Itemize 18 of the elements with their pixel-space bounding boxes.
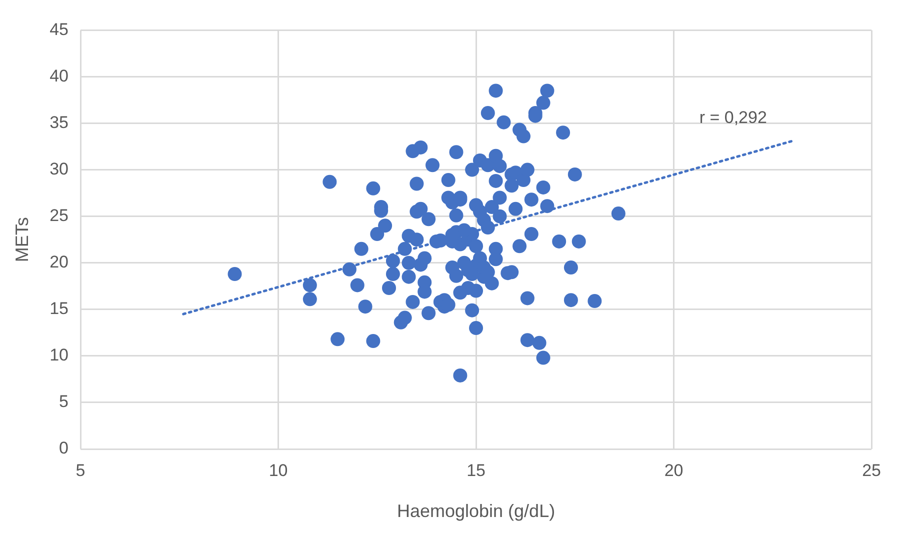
y-tick-label: 40 xyxy=(50,66,69,86)
y-axis-title: METs xyxy=(12,217,32,262)
y-tick-label: 45 xyxy=(50,20,69,39)
y-tick-label: 0 xyxy=(59,438,69,458)
x-tick-label: 5 xyxy=(76,460,86,480)
y-tick-label: 5 xyxy=(59,392,69,412)
x-axis-title: Haemoglobin (g/dL) xyxy=(396,501,556,522)
y-tick-label: 10 xyxy=(50,346,69,365)
y-tick-label: 25 xyxy=(50,206,69,226)
x-tick-label: 10 xyxy=(268,460,288,480)
x-tick-label: 25 xyxy=(862,460,882,480)
y-tick-label: 20 xyxy=(50,252,69,272)
y-tick-label: 15 xyxy=(50,299,69,318)
y-tick-label: 35 xyxy=(50,112,69,132)
annotation: r = 0,292 xyxy=(699,108,767,127)
y-tick-label: 30 xyxy=(50,159,69,178)
x-tick-label: 15 xyxy=(466,460,486,480)
x-tick-label: 20 xyxy=(664,460,684,480)
